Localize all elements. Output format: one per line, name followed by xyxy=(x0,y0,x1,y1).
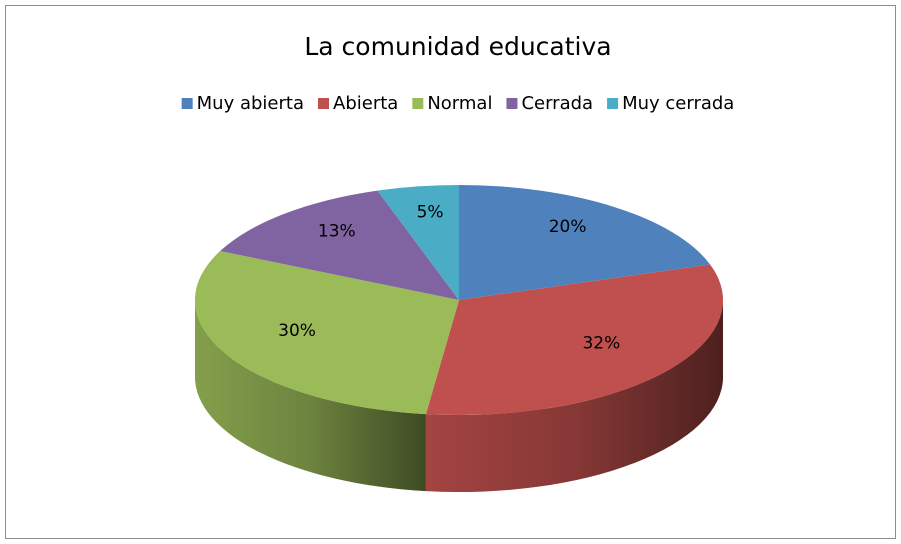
legend-swatch xyxy=(506,98,518,109)
legend-swatch xyxy=(181,98,193,109)
legend-label: Cerrada xyxy=(521,93,593,114)
legend-swatch xyxy=(318,98,329,109)
data-label: 30% xyxy=(278,321,316,341)
slice xyxy=(425,264,723,415)
slice xyxy=(195,251,459,415)
legend: Muy abierta Abierta Normal Cerrada Muy cerra… xyxy=(181,93,734,114)
slice-side-shade xyxy=(195,300,426,492)
slice xyxy=(459,185,711,300)
legend-label: Normal xyxy=(427,93,492,114)
data-label: 32% xyxy=(582,333,620,353)
slice-side-shade xyxy=(425,300,723,492)
legend-label: Abierta xyxy=(333,93,398,114)
legend-label: Muy abierta xyxy=(197,93,304,114)
slice xyxy=(220,190,459,300)
data-label: 20% xyxy=(549,217,587,237)
data-label: 13% xyxy=(318,222,356,242)
legend-swatch xyxy=(412,98,424,109)
data-label: 5% xyxy=(417,202,444,222)
slice xyxy=(377,185,459,300)
legend-swatch xyxy=(607,98,619,109)
legend-label: Muy cerrada xyxy=(622,93,734,114)
chart-title: La comunidad educativa xyxy=(304,32,611,61)
